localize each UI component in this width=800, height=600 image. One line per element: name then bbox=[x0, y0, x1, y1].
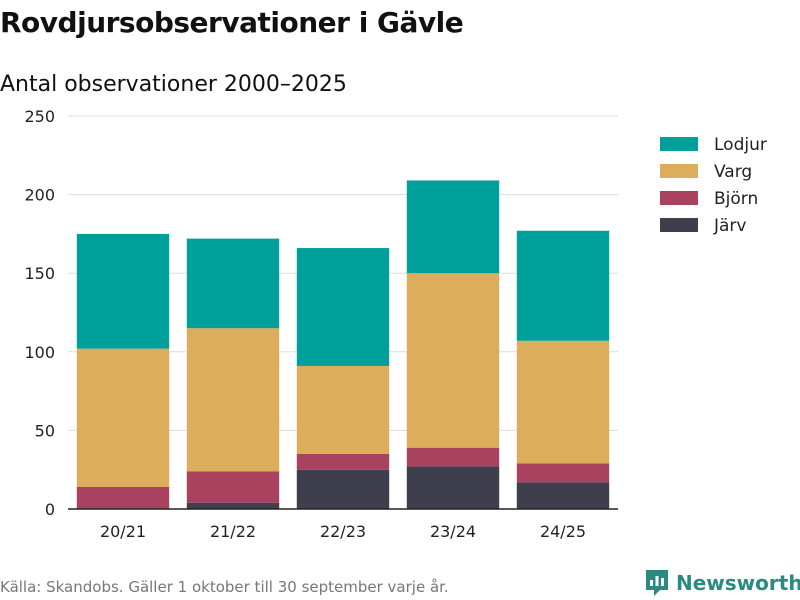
legend-swatch-björn bbox=[660, 191, 698, 205]
y-tick-label: 0 bbox=[45, 500, 55, 519]
bar-segment-varg[interactable] bbox=[296, 365, 390, 454]
newsworthy-logo-icon bbox=[646, 570, 668, 596]
y-tick-label: 250 bbox=[24, 107, 55, 126]
brand-name: Newsworthy bbox=[676, 571, 800, 595]
x-tick-label: 23/24 bbox=[430, 522, 476, 541]
chart-subtitle: Antal observationer 2000–2025 bbox=[0, 72, 347, 97]
bar-segment-björn[interactable] bbox=[296, 453, 390, 470]
brand-logo[interactable]: Newsworthy bbox=[644, 568, 800, 598]
bar-segment-varg[interactable] bbox=[76, 348, 170, 487]
y-tick-label: 100 bbox=[24, 343, 55, 362]
legend-swatch-varg bbox=[660, 164, 698, 178]
bar-segment-varg[interactable] bbox=[406, 273, 500, 448]
y-tick-label: 150 bbox=[24, 264, 55, 283]
bar-segment-lodjur[interactable] bbox=[186, 238, 280, 329]
bar-segment-björn[interactable] bbox=[186, 471, 280, 503]
y-tick-label: 200 bbox=[24, 186, 55, 205]
bar-segment-lodjur[interactable] bbox=[516, 230, 610, 341]
bar-segment-björn[interactable] bbox=[76, 486, 170, 509]
bar-segment-lodjur[interactable] bbox=[406, 180, 500, 274]
bar-segment-järv[interactable] bbox=[406, 466, 500, 509]
legend-label-lodjur[interactable]: Lodjur bbox=[714, 135, 767, 155]
legend-label-björn[interactable]: Björn bbox=[714, 189, 758, 209]
legend-swatch-järv bbox=[660, 218, 698, 232]
legend-label-järv[interactable]: Järv bbox=[713, 216, 746, 236]
axes: 0 50 100 150 200 250 20/21 21/22 22/23 23/24 24/25 bbox=[24, 107, 618, 541]
bar-segment-järv[interactable] bbox=[186, 502, 280, 509]
bar-segment-lodjur[interactable] bbox=[296, 248, 390, 366]
x-tick-label: 21/22 bbox=[210, 522, 256, 541]
bar-segment-varg[interactable] bbox=[516, 340, 610, 464]
x-tick-label: 24/25 bbox=[540, 522, 586, 541]
y-tick-label: 50 bbox=[35, 421, 55, 440]
legend: Lodjur Varg Björn Järv bbox=[660, 135, 767, 236]
source-note: Källa: Skandobs. Gäller 1 oktober till 3… bbox=[0, 578, 449, 596]
legend-swatch-lodjur bbox=[660, 137, 698, 151]
bar-segment-lodjur[interactable] bbox=[76, 233, 170, 349]
x-tick-label: 20/21 bbox=[100, 522, 146, 541]
bar-segment-järv[interactable] bbox=[296, 469, 390, 509]
x-tick-label: 22/23 bbox=[320, 522, 366, 541]
legend-label-varg[interactable]: Varg bbox=[714, 162, 752, 182]
bar-segment-björn[interactable] bbox=[406, 447, 500, 467]
bar-segment-björn[interactable] bbox=[516, 463, 610, 483]
bars bbox=[76, 180, 610, 509]
chart-title: Rovdjursobservationer i Gävle bbox=[0, 6, 464, 39]
bar-segment-järv[interactable] bbox=[516, 482, 610, 509]
bar-segment-varg[interactable] bbox=[186, 328, 280, 472]
